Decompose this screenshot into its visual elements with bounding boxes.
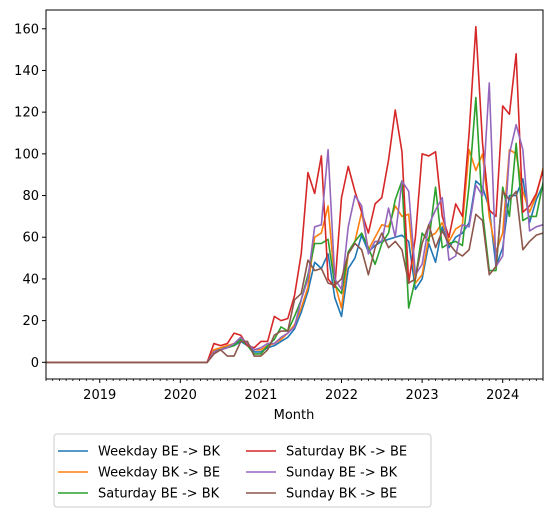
x-tick-label: 2023 bbox=[406, 388, 439, 403]
legend-label: Weekday BE -> BK bbox=[98, 445, 221, 460]
y-tick-label: 0 bbox=[31, 356, 39, 371]
legend-box bbox=[53, 433, 432, 508]
series-line-1 bbox=[46, 178, 543, 364]
series-line-2 bbox=[46, 148, 543, 364]
y-tick-label: 40 bbox=[22, 272, 39, 287]
y-tick-label: 20 bbox=[22, 314, 39, 329]
y-tick-label: 120 bbox=[14, 106, 39, 121]
legend: Weekday BE -> BK Weekday BK -> BE Saturday… bbox=[53, 433, 432, 508]
y-tick-label: 60 bbox=[22, 231, 39, 246]
x-axis: 2019 2020 2021 2022 2023 2024 bbox=[45, 379, 544, 403]
x-tick-label: 2024 bbox=[486, 388, 519, 403]
x-tick-label: 2019 bbox=[83, 388, 116, 403]
x-tick-label: 2020 bbox=[164, 388, 197, 403]
x-axis-title: Month bbox=[274, 408, 315, 423]
series-layer bbox=[46, 25, 543, 364]
y-tick-label: 80 bbox=[22, 189, 39, 204]
legend-label: Sunday BK -> BE bbox=[286, 487, 397, 502]
y-tick-label: 100 bbox=[14, 147, 39, 162]
y-axis: 0 20 40 60 80 100 120 140 160 bbox=[14, 22, 46, 371]
legend-label: Sunday BE -> BK bbox=[286, 466, 398, 481]
y-tick-label: 140 bbox=[14, 64, 39, 79]
x-tick-label: 2022 bbox=[325, 388, 358, 403]
legend-label: Saturday BE -> BK bbox=[98, 487, 220, 502]
series-line-6 bbox=[46, 190, 543, 364]
legend-label: Saturday BK -> BE bbox=[286, 445, 407, 460]
legend-label: Weekday BK -> BE bbox=[98, 466, 220, 481]
y-tick-label: 160 bbox=[14, 22, 39, 37]
x-tick-label: 2021 bbox=[244, 388, 277, 403]
